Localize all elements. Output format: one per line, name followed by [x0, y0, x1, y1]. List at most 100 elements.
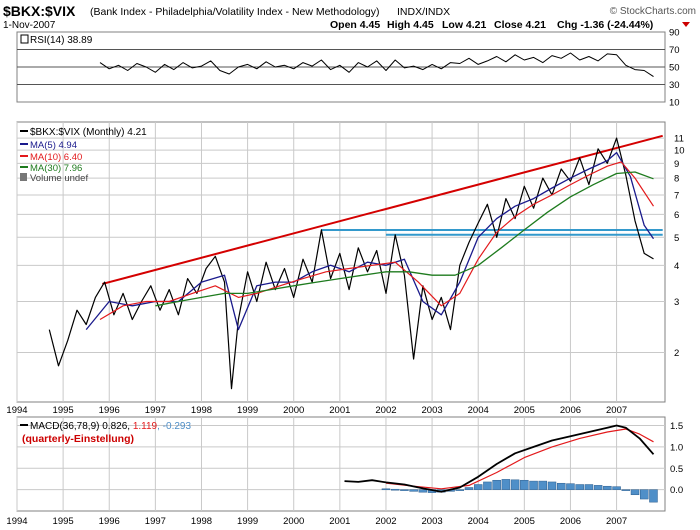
quote-date: 1-Nov-2007	[3, 20, 56, 31]
price-year-label: 1998	[191, 405, 212, 416]
price-tick-label: 7	[674, 190, 679, 201]
macd-year-label: 1995	[53, 516, 74, 527]
macd-legend: MACD(36,78,9) 0.826, 1.119, -0.293 (quar…	[20, 421, 191, 445]
ma10-legend-label: MA(10) 6.40	[30, 152, 82, 163]
macd-histogram-bar	[483, 481, 492, 490]
price-year-label: 2003	[422, 405, 443, 416]
rsi-tick-label: 90	[669, 28, 680, 39]
macd-histogram-bar	[464, 487, 474, 490]
exchange-label: INDX/INDX	[397, 6, 450, 18]
macd-histogram-bar	[584, 484, 594, 490]
volume-legend-icon	[20, 173, 27, 181]
macd-histogram-bar	[547, 481, 557, 490]
ma30-series-line	[155, 171, 654, 307]
macd-histogram-bar	[418, 489, 428, 493]
price-year-label: 2005	[514, 405, 535, 416]
macd-histogram-bar	[381, 488, 391, 491]
quote-open: Open 4.45	[330, 19, 380, 31]
macd-tick-label: 0.0	[670, 485, 683, 496]
macd-histogram-bar	[520, 479, 529, 490]
macd-histogram-bar	[593, 485, 603, 490]
rsi-tick-label: 30	[669, 80, 680, 91]
macd-year-label: 2007	[606, 516, 627, 527]
macd-histogram-bar	[556, 482, 566, 490]
macd-year-label: 1996	[99, 516, 120, 527]
macd-legend-value: MACD(36,78,9) 0.826,	[30, 421, 133, 432]
rsi-legend-label: RSI(14) 38.89	[30, 35, 93, 46]
macd-histogram-bar	[501, 479, 511, 490]
ma5-legend-label: MA(5) 4.94	[30, 140, 77, 151]
rsi-tick-label: 70	[669, 45, 680, 56]
macd-histogram-bar	[639, 489, 649, 500]
price-year-label: 2006	[560, 405, 581, 416]
macd-histogram-bar	[473, 484, 483, 490]
volume-legend-label: Volume undef	[30, 173, 88, 184]
price-year-label: 1997	[145, 405, 166, 416]
price-tick-label: 2	[674, 348, 679, 359]
macd-tick-label: 0.5	[670, 464, 683, 475]
price-year-label: 1995	[53, 405, 74, 416]
ma30-legend-label: MA(30) 7.96	[30, 163, 82, 174]
price-year-label: 2007	[606, 405, 627, 416]
macd-year-label: 2003	[422, 516, 443, 527]
macd-year-label: 2005	[514, 516, 535, 527]
macd-histogram-bar	[575, 484, 584, 490]
price-tick-label: 10	[674, 146, 685, 157]
macd-histogram-bar	[538, 480, 548, 490]
macd-signal-value: 1.119	[133, 421, 158, 432]
macd-histogram-bar	[510, 479, 520, 490]
price-year-label: 2004	[468, 405, 489, 416]
macd-histogram-bar	[400, 489, 409, 491]
price-tick-label: 6	[674, 210, 679, 221]
price-tick-label: 3	[674, 297, 679, 308]
price-tick-label: 9	[674, 159, 679, 170]
macd-tick-label: 1.5	[670, 421, 683, 432]
rsi-tick-label: 50	[669, 63, 680, 74]
macd-signal-line	[385, 428, 654, 490]
symbol-title: $BKX:$VIX	[3, 3, 76, 19]
rsi-line	[99, 52, 654, 78]
macd-year-label: 2001	[329, 516, 350, 527]
macd-year-label: 2002	[375, 516, 396, 527]
macd-legend-text: MACD(36,78,9) 0.826, 1.119, -0.293	[30, 421, 191, 432]
macd-year-label: 2000	[283, 516, 304, 527]
macd-histogram-bar	[603, 485, 612, 490]
price-year-label: 1996	[99, 405, 120, 416]
price-year-label: 1999	[237, 405, 258, 416]
stockcharts-watermark: © StockCharts.com	[610, 6, 696, 17]
macd-histogram-bar	[649, 489, 658, 503]
macd-year-label: 2004	[468, 516, 489, 527]
quote-low: Low 4.21	[442, 19, 487, 31]
macd-line	[344, 424, 655, 493]
quote-high: High 4.45	[387, 19, 434, 31]
macd-histogram-bar	[492, 479, 501, 490]
price-year-label: 2001	[329, 405, 350, 416]
price-tick-label: 4	[674, 261, 679, 272]
price-year-label: 2000	[283, 405, 304, 416]
price-legend-label: $BKX:$VIX (Monthly) 4.21	[30, 127, 147, 138]
price-tick-label: 11	[674, 134, 684, 145]
price-legend: $BKX:$VIX (Monthly) 4.21 MA(5) 4.94 MA(1…	[20, 127, 147, 184]
macd-histogram-value: , -0.293	[157, 421, 191, 432]
macd-annotation: (quarterly-Einstellung)	[22, 433, 134, 445]
macd-year-label: 1999	[237, 516, 258, 527]
macd-year-label: 1994	[6, 516, 27, 527]
price-year-label: 2002	[375, 405, 396, 416]
macd-histogram-bar	[566, 483, 575, 490]
price-tick-label: 5	[674, 233, 679, 244]
macd-histogram-bar	[529, 480, 538, 490]
quote-change: Chg -1.36 (-24.44%)	[557, 19, 653, 31]
macd-histogram-bar	[621, 489, 631, 491]
rsi-legend: RSI(14) 38.89	[20, 34, 93, 46]
macd-year-label: 1998	[191, 516, 212, 527]
symbol-description: (Bank Index - Philadelphia/Volatility In…	[90, 6, 380, 18]
macd-year-label: 1997	[145, 516, 166, 527]
price-year-label: 1994	[6, 405, 27, 416]
rising-trendline	[102, 134, 663, 285]
price-tick-label: 8	[674, 174, 679, 185]
macd-year-label: 2006	[560, 516, 581, 527]
macd-histogram-bar	[630, 489, 640, 496]
macd-histogram-bar	[409, 489, 418, 492]
rsi-legend-icon	[20, 34, 29, 44]
